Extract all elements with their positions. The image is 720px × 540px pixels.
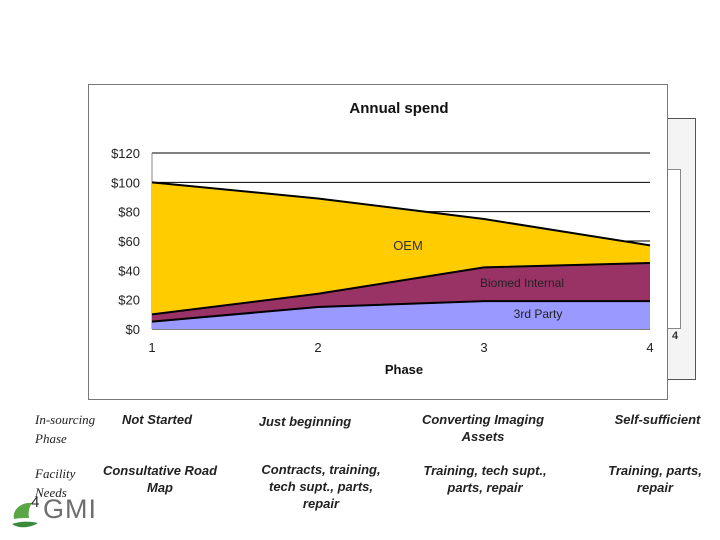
y-tick-label: $120 xyxy=(111,146,140,161)
y-tick-label: $60 xyxy=(118,234,140,249)
y-tick-label: $100 xyxy=(111,175,140,190)
x-tick-label: 1 xyxy=(148,340,155,355)
y-tick-label: $80 xyxy=(118,205,140,220)
facility-needs-cell: Training, tech supt., parts, repair xyxy=(423,463,547,495)
insourcing-cell: Not Started xyxy=(121,412,193,427)
facility-needs-cell: Consultative Road Map xyxy=(102,463,218,495)
facility-needs-cell: Contracts, training, tech supt., parts, … xyxy=(261,462,381,511)
y-tick-label: $0 xyxy=(126,322,140,337)
insourcing-cell: Just beginning xyxy=(258,414,352,429)
line-3rd-party xyxy=(151,300,650,323)
x-tick-label: 2 xyxy=(314,340,321,355)
x-tick-label: 3 xyxy=(480,340,487,355)
page-number: 4 xyxy=(31,494,40,511)
row-header-insourcing: In-sourcing Phase xyxy=(35,412,96,446)
oem-area-label: OEM xyxy=(393,238,423,253)
insourcing-cell: Converting Imaging Assets xyxy=(421,412,545,444)
chart-title: Annual spend xyxy=(349,100,448,117)
annual-spend-chart: Annual spend $0 $20 $40 $60 $80 $100 $120 1 2 3 4… xyxy=(111,100,654,377)
x-axis-ticks: 1 2 3 4 xyxy=(148,340,653,355)
facility-needs-cell: Training, parts, repair xyxy=(608,463,702,495)
gmi-logo-icon xyxy=(12,502,38,528)
y-tick-label: $20 xyxy=(118,293,140,308)
gmi-logo-text: GMI xyxy=(43,494,97,524)
insourcing-cell: Self-sufficient xyxy=(614,412,701,427)
line-biomed-internal xyxy=(151,262,651,316)
x-tick-label: 4 xyxy=(646,340,653,355)
area-biomed-internal xyxy=(152,263,650,322)
background-tick-label: 4 xyxy=(672,330,679,342)
line-oem xyxy=(151,181,651,247)
y-tick-label: $40 xyxy=(118,263,140,278)
biomed-area-label: Biomed Internal xyxy=(480,276,564,290)
area-3rd-party xyxy=(152,301,650,329)
third-party-area-label: 3rd Party xyxy=(514,307,563,321)
row-header-facility-needs: Facility Needs xyxy=(35,466,76,500)
areas xyxy=(152,182,650,329)
x-axis-label: Phase xyxy=(385,362,423,377)
series-lines xyxy=(151,181,651,323)
area-oem xyxy=(152,182,650,315)
y-axis-ticks: $0 $20 $40 $60 $80 $100 $120 xyxy=(111,146,140,337)
